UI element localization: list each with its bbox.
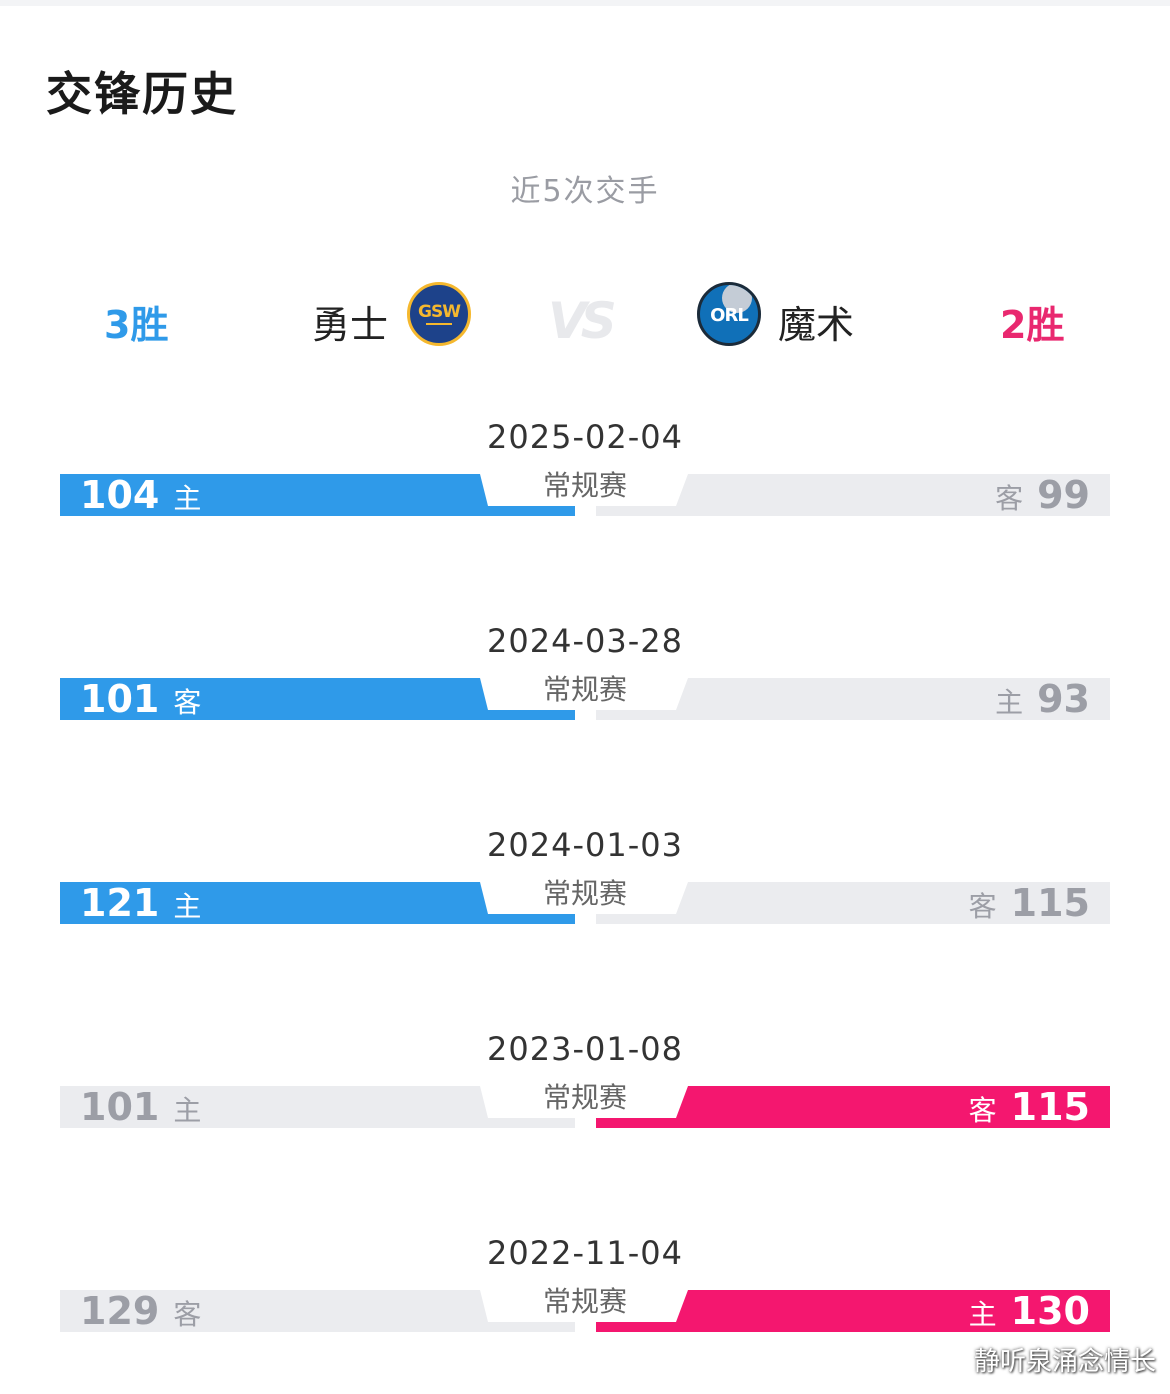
left-score: 101 客 bbox=[80, 678, 201, 720]
right-score: 客 99 bbox=[995, 474, 1090, 516]
game-type: 常规赛 bbox=[542, 1081, 627, 1114]
right-team-name[interactable]: 魔术 bbox=[778, 303, 855, 347]
right-score-value: 115 bbox=[1010, 881, 1090, 925]
game-date: 2022-11-04 bbox=[487, 1234, 683, 1272]
left-score-value: 121 bbox=[80, 881, 160, 925]
left-home-away-tag: 主 bbox=[173, 890, 202, 923]
right-home-away-tag: 客 bbox=[995, 482, 1024, 515]
watermark: 静听泉涌念情长 bbox=[973, 1347, 1156, 1377]
left-home-away-tag: 客 bbox=[173, 1298, 202, 1331]
game-type: 常规赛 bbox=[542, 469, 627, 502]
left-score-value: 104 bbox=[80, 473, 160, 517]
game-row[interactable]: 2024-01-03 常规赛 121 主 客 115 bbox=[0, 826, 1170, 956]
warriors-logo-text: GSW bbox=[418, 302, 461, 322]
top-divider bbox=[0, 0, 1170, 6]
left-home-away-tag: 主 bbox=[173, 482, 202, 515]
game-row[interactable]: 2024-03-28 常规赛 101 客 主 93 bbox=[0, 622, 1170, 752]
section-title: 交锋历史 bbox=[46, 67, 238, 121]
warriors-logo-icon[interactable]: GSW bbox=[407, 282, 471, 346]
game-type: 常规赛 bbox=[542, 1285, 627, 1318]
left-home-away-tag: 客 bbox=[173, 686, 202, 719]
left-home-away-tag: 主 bbox=[173, 1094, 202, 1127]
right-home-away-tag: 主 bbox=[995, 686, 1024, 719]
right-home-away-tag: 客 bbox=[968, 890, 997, 923]
right-score: 客 115 bbox=[969, 1086, 1090, 1128]
left-score: 129 客 bbox=[80, 1290, 201, 1332]
left-score: 121 主 bbox=[80, 882, 201, 924]
right-score: 主 93 bbox=[995, 678, 1090, 720]
game-type: 常规赛 bbox=[542, 877, 627, 910]
magic-logo-icon[interactable]: ORL bbox=[697, 282, 761, 346]
right-score-value: 99 bbox=[1037, 473, 1090, 517]
right-home-away-tag: 客 bbox=[968, 1094, 997, 1127]
right-team-wins: 2胜 bbox=[1000, 303, 1065, 347]
game-date: 2024-03-28 bbox=[487, 622, 683, 660]
right-score: 主 130 bbox=[969, 1290, 1090, 1332]
right-home-away-tag: 主 bbox=[968, 1298, 997, 1331]
section-subtitle: 近5次交手 bbox=[510, 174, 660, 209]
game-row[interactable]: 2025-02-04 常规赛 104 主 客 99 bbox=[0, 418, 1170, 548]
game-date: 2024-01-03 bbox=[487, 826, 683, 864]
game-type: 常规赛 bbox=[542, 673, 627, 706]
magic-logo-text: ORL bbox=[710, 305, 749, 326]
game-date: 2025-02-04 bbox=[487, 418, 683, 456]
right-score-value: 93 bbox=[1037, 677, 1090, 721]
head-to-head-summary: 3胜 勇士 GSW VS ORL 魔术 2胜 bbox=[0, 280, 1170, 352]
left-team-name[interactable]: 勇士 bbox=[312, 303, 389, 347]
left-score: 104 主 bbox=[80, 474, 201, 516]
left-team-wins: 3胜 bbox=[104, 303, 169, 347]
left-score: 101 主 bbox=[80, 1086, 201, 1128]
right-score: 客 115 bbox=[969, 882, 1090, 924]
vs-icon: VS bbox=[548, 292, 617, 350]
left-score-value: 101 bbox=[80, 1085, 160, 1129]
right-score-value: 115 bbox=[1010, 1085, 1090, 1129]
left-score-value: 129 bbox=[80, 1289, 160, 1333]
game-row[interactable]: 2023-01-08 常规赛 101 主 客 115 bbox=[0, 1030, 1170, 1160]
left-score-value: 101 bbox=[80, 677, 160, 721]
right-score-value: 130 bbox=[1010, 1289, 1090, 1333]
game-row[interactable]: 2022-11-04 常规赛 129 客 主 130 bbox=[0, 1234, 1170, 1364]
game-date: 2023-01-08 bbox=[487, 1030, 683, 1068]
